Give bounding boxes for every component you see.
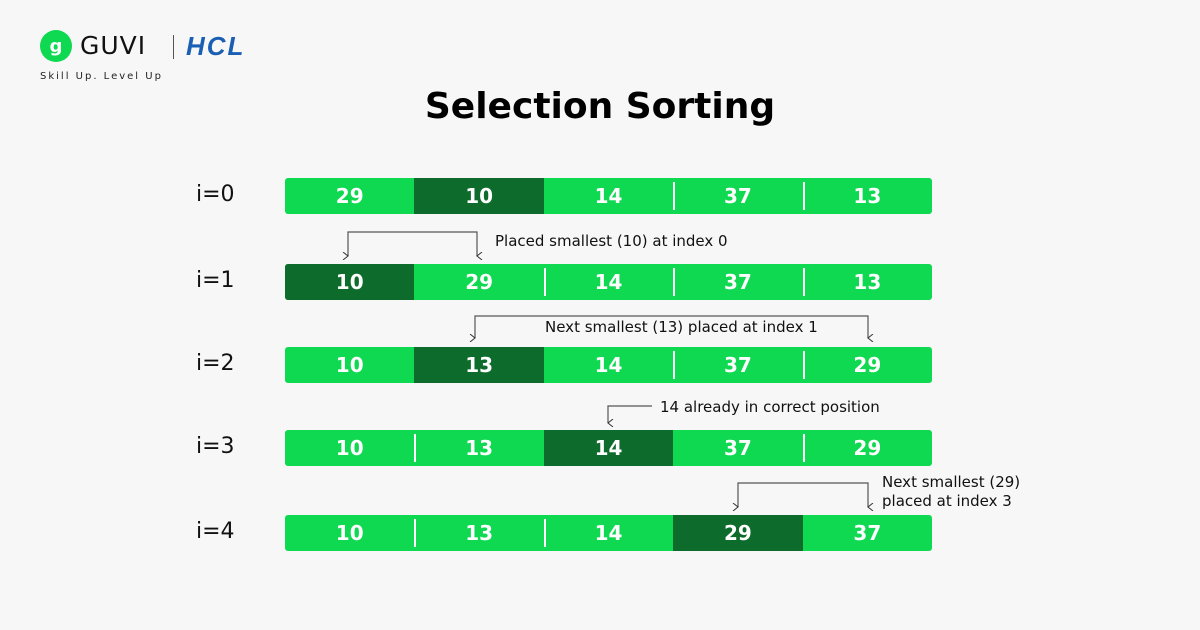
- array-cell: 37: [673, 347, 802, 383]
- logo-divider: [173, 35, 174, 59]
- array-cell-selected: 10: [414, 178, 544, 214]
- array-cell: 14: [543, 264, 673, 300]
- note-step3: 14 already in correct position: [660, 398, 880, 416]
- partner-logo: HCL: [186, 31, 246, 61]
- array-cell: 13: [414, 515, 543, 551]
- array-cell: 37: [724, 436, 752, 460]
- array-row: 29 10 14 37 13: [285, 178, 932, 214]
- array-cell: 10: [335, 436, 364, 460]
- brand-tagline: Skill Up. Level Up: [40, 71, 163, 82]
- array-row: 10 13 14 37 29: [285, 430, 932, 466]
- array-cell: 14: [543, 515, 673, 551]
- array-cell: 13: [802, 178, 932, 214]
- row-label: i=1: [196, 268, 235, 293]
- array-cell: 29: [335, 184, 364, 208]
- page-title: Selection Sorting: [424, 86, 776, 127]
- array-row: 10 29 14 37 13: [285, 264, 932, 300]
- brand-name: GUVI: [80, 31, 147, 60]
- array-cell-selected: 29: [673, 515, 803, 551]
- row-label: i=0: [196, 182, 235, 207]
- array-cell-selected: 13: [414, 347, 544, 383]
- array-cell: 37: [853, 521, 882, 545]
- note-step4-line1: Next smallest (29): [882, 473, 1021, 491]
- array-cell: 10: [335, 521, 364, 545]
- array-cell: 37: [673, 264, 802, 300]
- note-step2: Next smallest (13) placed at index 1: [545, 318, 818, 336]
- note-step4-line2: placed at index 3: [882, 492, 1012, 510]
- array-cell: 13: [802, 264, 932, 300]
- row-label: i=4: [196, 519, 235, 544]
- array-cell: 14: [594, 353, 623, 377]
- array-cell: 14: [594, 184, 623, 208]
- row-label: i=2: [196, 351, 235, 376]
- swap-arrow-step4: [738, 482, 868, 507]
- swap-arrow-step1: [348, 231, 477, 256]
- swap-arrow-step2: [475, 315, 868, 338]
- guvi-logo-icon: g: [40, 30, 72, 62]
- arrow-step3: [608, 405, 652, 423]
- array-cell: 13: [414, 430, 543, 466]
- array-cell-selected: 14: [543, 430, 674, 466]
- array-cell-selected: 10: [285, 264, 415, 300]
- array-cell: 29: [465, 270, 494, 294]
- array-row: 10 13 14 37 29: [285, 347, 932, 383]
- array-row: 10 13 14 29 37: [285, 515, 932, 551]
- note-step1: Placed smallest (10) at index 0: [495, 232, 728, 250]
- array-cell: 10: [335, 353, 364, 377]
- array-cell: 29: [802, 347, 932, 383]
- array-cell: 29: [802, 430, 932, 466]
- array-cell: 37: [673, 178, 802, 214]
- row-label: i=3: [196, 434, 235, 459]
